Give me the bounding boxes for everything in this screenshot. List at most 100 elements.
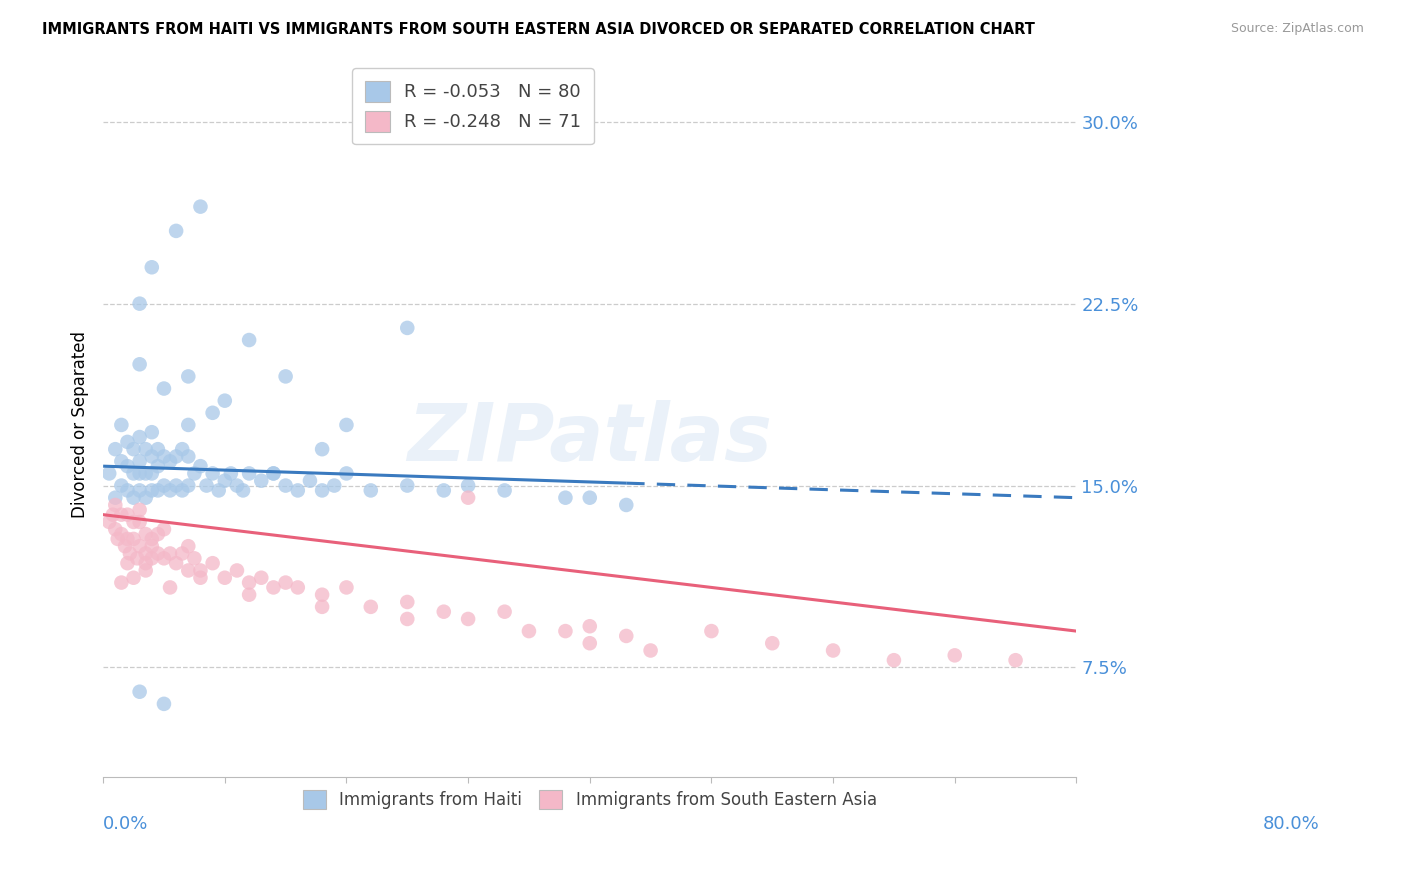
Point <box>1004 653 1026 667</box>
Point <box>146 442 169 457</box>
Point <box>127 551 149 566</box>
Point <box>153 478 176 492</box>
Point <box>117 508 139 522</box>
Point <box>208 483 231 498</box>
Point <box>360 599 382 614</box>
Point <box>117 483 139 498</box>
Point <box>201 556 224 570</box>
Point <box>117 532 139 546</box>
Point <box>457 478 479 492</box>
Point <box>159 581 181 595</box>
Point <box>517 624 540 639</box>
Point <box>214 571 236 585</box>
Point <box>177 450 200 464</box>
Point <box>153 697 176 711</box>
Point <box>153 522 176 536</box>
Point <box>122 515 145 529</box>
Point <box>457 491 479 505</box>
Point <box>141 260 163 275</box>
Point <box>128 503 150 517</box>
Point <box>122 532 145 546</box>
Point <box>943 648 966 663</box>
Point <box>128 296 150 310</box>
Point <box>335 417 357 432</box>
Point <box>153 551 176 566</box>
Point <box>110 478 132 492</box>
Point <box>159 546 181 560</box>
Text: IMMIGRANTS FROM HAITI VS IMMIGRANTS FROM SOUTH EASTERN ASIA DIVORCED OR SEPARATE: IMMIGRANTS FROM HAITI VS IMMIGRANTS FROM… <box>42 22 1035 37</box>
Point <box>141 483 163 498</box>
Point <box>172 483 194 498</box>
Point <box>323 478 346 492</box>
Point <box>146 527 169 541</box>
Point <box>110 417 132 432</box>
Point <box>262 467 284 481</box>
Point <box>117 459 139 474</box>
Point <box>141 467 163 481</box>
Point <box>172 442 194 457</box>
Point <box>238 467 260 481</box>
Point <box>141 450 163 464</box>
Point <box>396 595 419 609</box>
Point <box>104 522 127 536</box>
Point <box>360 483 382 498</box>
Point <box>146 459 169 474</box>
Point <box>165 478 187 492</box>
Point <box>554 624 576 639</box>
Point <box>232 483 254 498</box>
Point <box>107 532 129 546</box>
Point <box>274 369 297 384</box>
Point <box>311 599 333 614</box>
Point <box>396 612 419 626</box>
Point <box>183 467 205 481</box>
Point <box>135 442 157 457</box>
Point <box>298 474 321 488</box>
Point <box>101 508 124 522</box>
Point <box>135 491 157 505</box>
Point <box>195 478 218 492</box>
Point <box>226 564 249 578</box>
Point <box>128 515 150 529</box>
Point <box>159 454 181 468</box>
Point <box>457 612 479 626</box>
Point <box>153 450 176 464</box>
Point <box>165 556 187 570</box>
Legend: R = -0.053   N = 80, R = -0.248   N = 71: R = -0.053 N = 80, R = -0.248 N = 71 <box>352 68 593 145</box>
Point <box>104 491 127 505</box>
Point <box>177 539 200 553</box>
Point <box>311 483 333 498</box>
Point <box>177 417 200 432</box>
Point <box>165 450 187 464</box>
Point <box>110 508 132 522</box>
Point <box>177 478 200 492</box>
Point <box>311 442 333 457</box>
Text: ZIPatlas: ZIPatlas <box>408 400 772 478</box>
Point <box>128 684 150 698</box>
Point <box>141 551 163 566</box>
Point <box>201 406 224 420</box>
Point <box>238 575 260 590</box>
Point <box>128 483 150 498</box>
Point <box>190 459 212 474</box>
Point <box>122 491 145 505</box>
Point <box>262 581 284 595</box>
Point <box>128 467 150 481</box>
Y-axis label: Divorced or Separated: Divorced or Separated <box>72 332 89 518</box>
Point <box>141 532 163 546</box>
Point <box>287 581 309 595</box>
Point <box>494 483 516 498</box>
Point <box>335 581 357 595</box>
Point <box>135 556 157 570</box>
Point <box>262 467 284 481</box>
Point <box>128 430 150 444</box>
Point <box>190 564 212 578</box>
Point <box>135 546 157 560</box>
Point <box>494 605 516 619</box>
Point <box>214 474 236 488</box>
Point <box>110 575 132 590</box>
Point <box>274 575 297 590</box>
Point <box>554 491 576 505</box>
Point <box>128 357 150 371</box>
Point <box>122 467 145 481</box>
Point <box>110 527 132 541</box>
